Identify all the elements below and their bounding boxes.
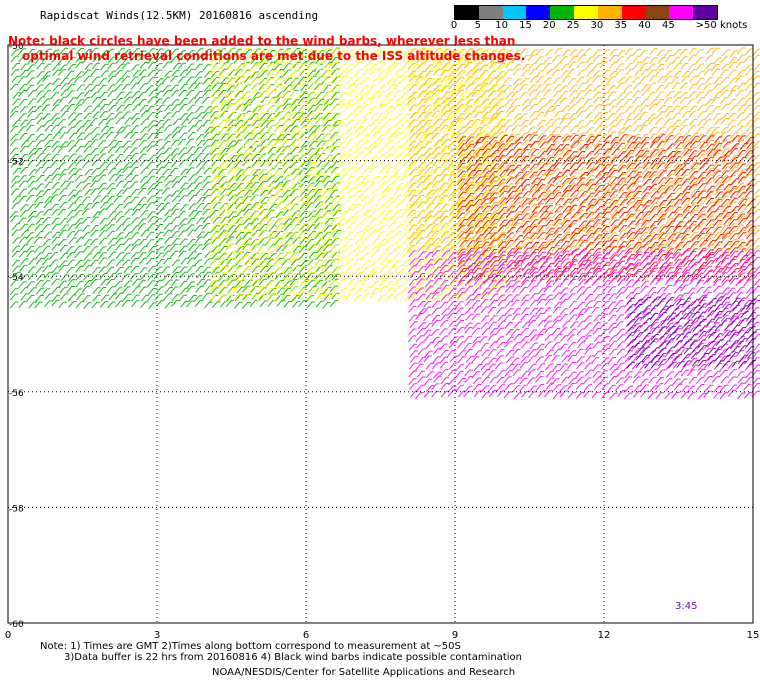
legend-swatch (693, 6, 717, 19)
x-tick-label: 6 (303, 630, 309, 641)
swath-20-25 (208, 47, 508, 303)
legend-label: 40 (638, 20, 651, 31)
legend-swatch (502, 6, 527, 19)
legend-label: 0 (450, 20, 458, 31)
y-tick-label: -58 (9, 504, 24, 514)
legend-swatch (478, 6, 503, 19)
axis-ticks: 0 3 6 9 12 15 -50 -52 -54 -56 -58 -60 (5, 42, 760, 641)
legend-label: 25 (566, 20, 580, 31)
legend-swatch (455, 6, 479, 19)
wind-barbs (9, 47, 341, 310)
swath-30-35 (456, 134, 756, 284)
legend-label: 10 (495, 20, 508, 31)
legend-label: 15 (519, 20, 532, 31)
swath-40-45 (407, 250, 760, 400)
map-title: Rapidscat Winds(12.5KM) 20160816 ascendi… (40, 9, 319, 22)
legend-label: 5 (474, 20, 481, 31)
footer-credit: NOAA/NESDIS/Center for Satellite Applica… (212, 667, 516, 678)
swath-15-20 (9, 47, 341, 310)
footer-note-1: Note: 1) Times are GMT 2)Times along bot… (40, 641, 461, 652)
legend-swatch (621, 6, 646, 19)
wind-barbs (626, 296, 757, 369)
legend-swatch (597, 6, 622, 19)
legend-label: 20 (542, 20, 556, 31)
footer-note-2: 3)Data buffer is 22 hrs from 20160816 4)… (64, 652, 522, 663)
swath--50 (626, 296, 757, 369)
legend-swatch (669, 6, 694, 19)
note-line-1: Note: black circles have been added to t… (8, 34, 516, 48)
y-tick-label: -60 (9, 620, 24, 630)
legend-label: 35 (614, 20, 628, 31)
map-frame (7, 44, 754, 624)
y-tick-label: -54 (9, 273, 24, 283)
wind-barbs (208, 47, 508, 303)
map-grid (8, 45, 753, 623)
wind-barbs (456, 134, 756, 284)
wind-speed-legend (454, 5, 718, 20)
legend-swatch (574, 6, 598, 19)
x-tick-label: 15 (747, 630, 760, 641)
x-tick-label: 9 (452, 630, 458, 641)
wind-barbs (407, 250, 760, 400)
legend-label: 30 (590, 20, 604, 31)
time-label: 3:45 (675, 601, 697, 612)
legend-swatch (645, 6, 670, 19)
wind-barb-swaths (9, 47, 760, 400)
x-tick-label: 12 (598, 630, 611, 641)
x-tick-label: 3 (154, 630, 160, 641)
y-tick-label: -56 (9, 389, 24, 399)
x-tick-label: 0 (5, 630, 11, 641)
y-tick-label: -52 (9, 158, 24, 168)
legend-label: 45 (661, 20, 675, 31)
legend-swatch (526, 6, 551, 19)
legend-label: >50 knots (695, 20, 748, 31)
note-line-2: optimal wind retrieval conditions are me… (22, 49, 526, 63)
y-tick-label: -50 (9, 42, 24, 52)
legend-swatch (550, 6, 575, 19)
